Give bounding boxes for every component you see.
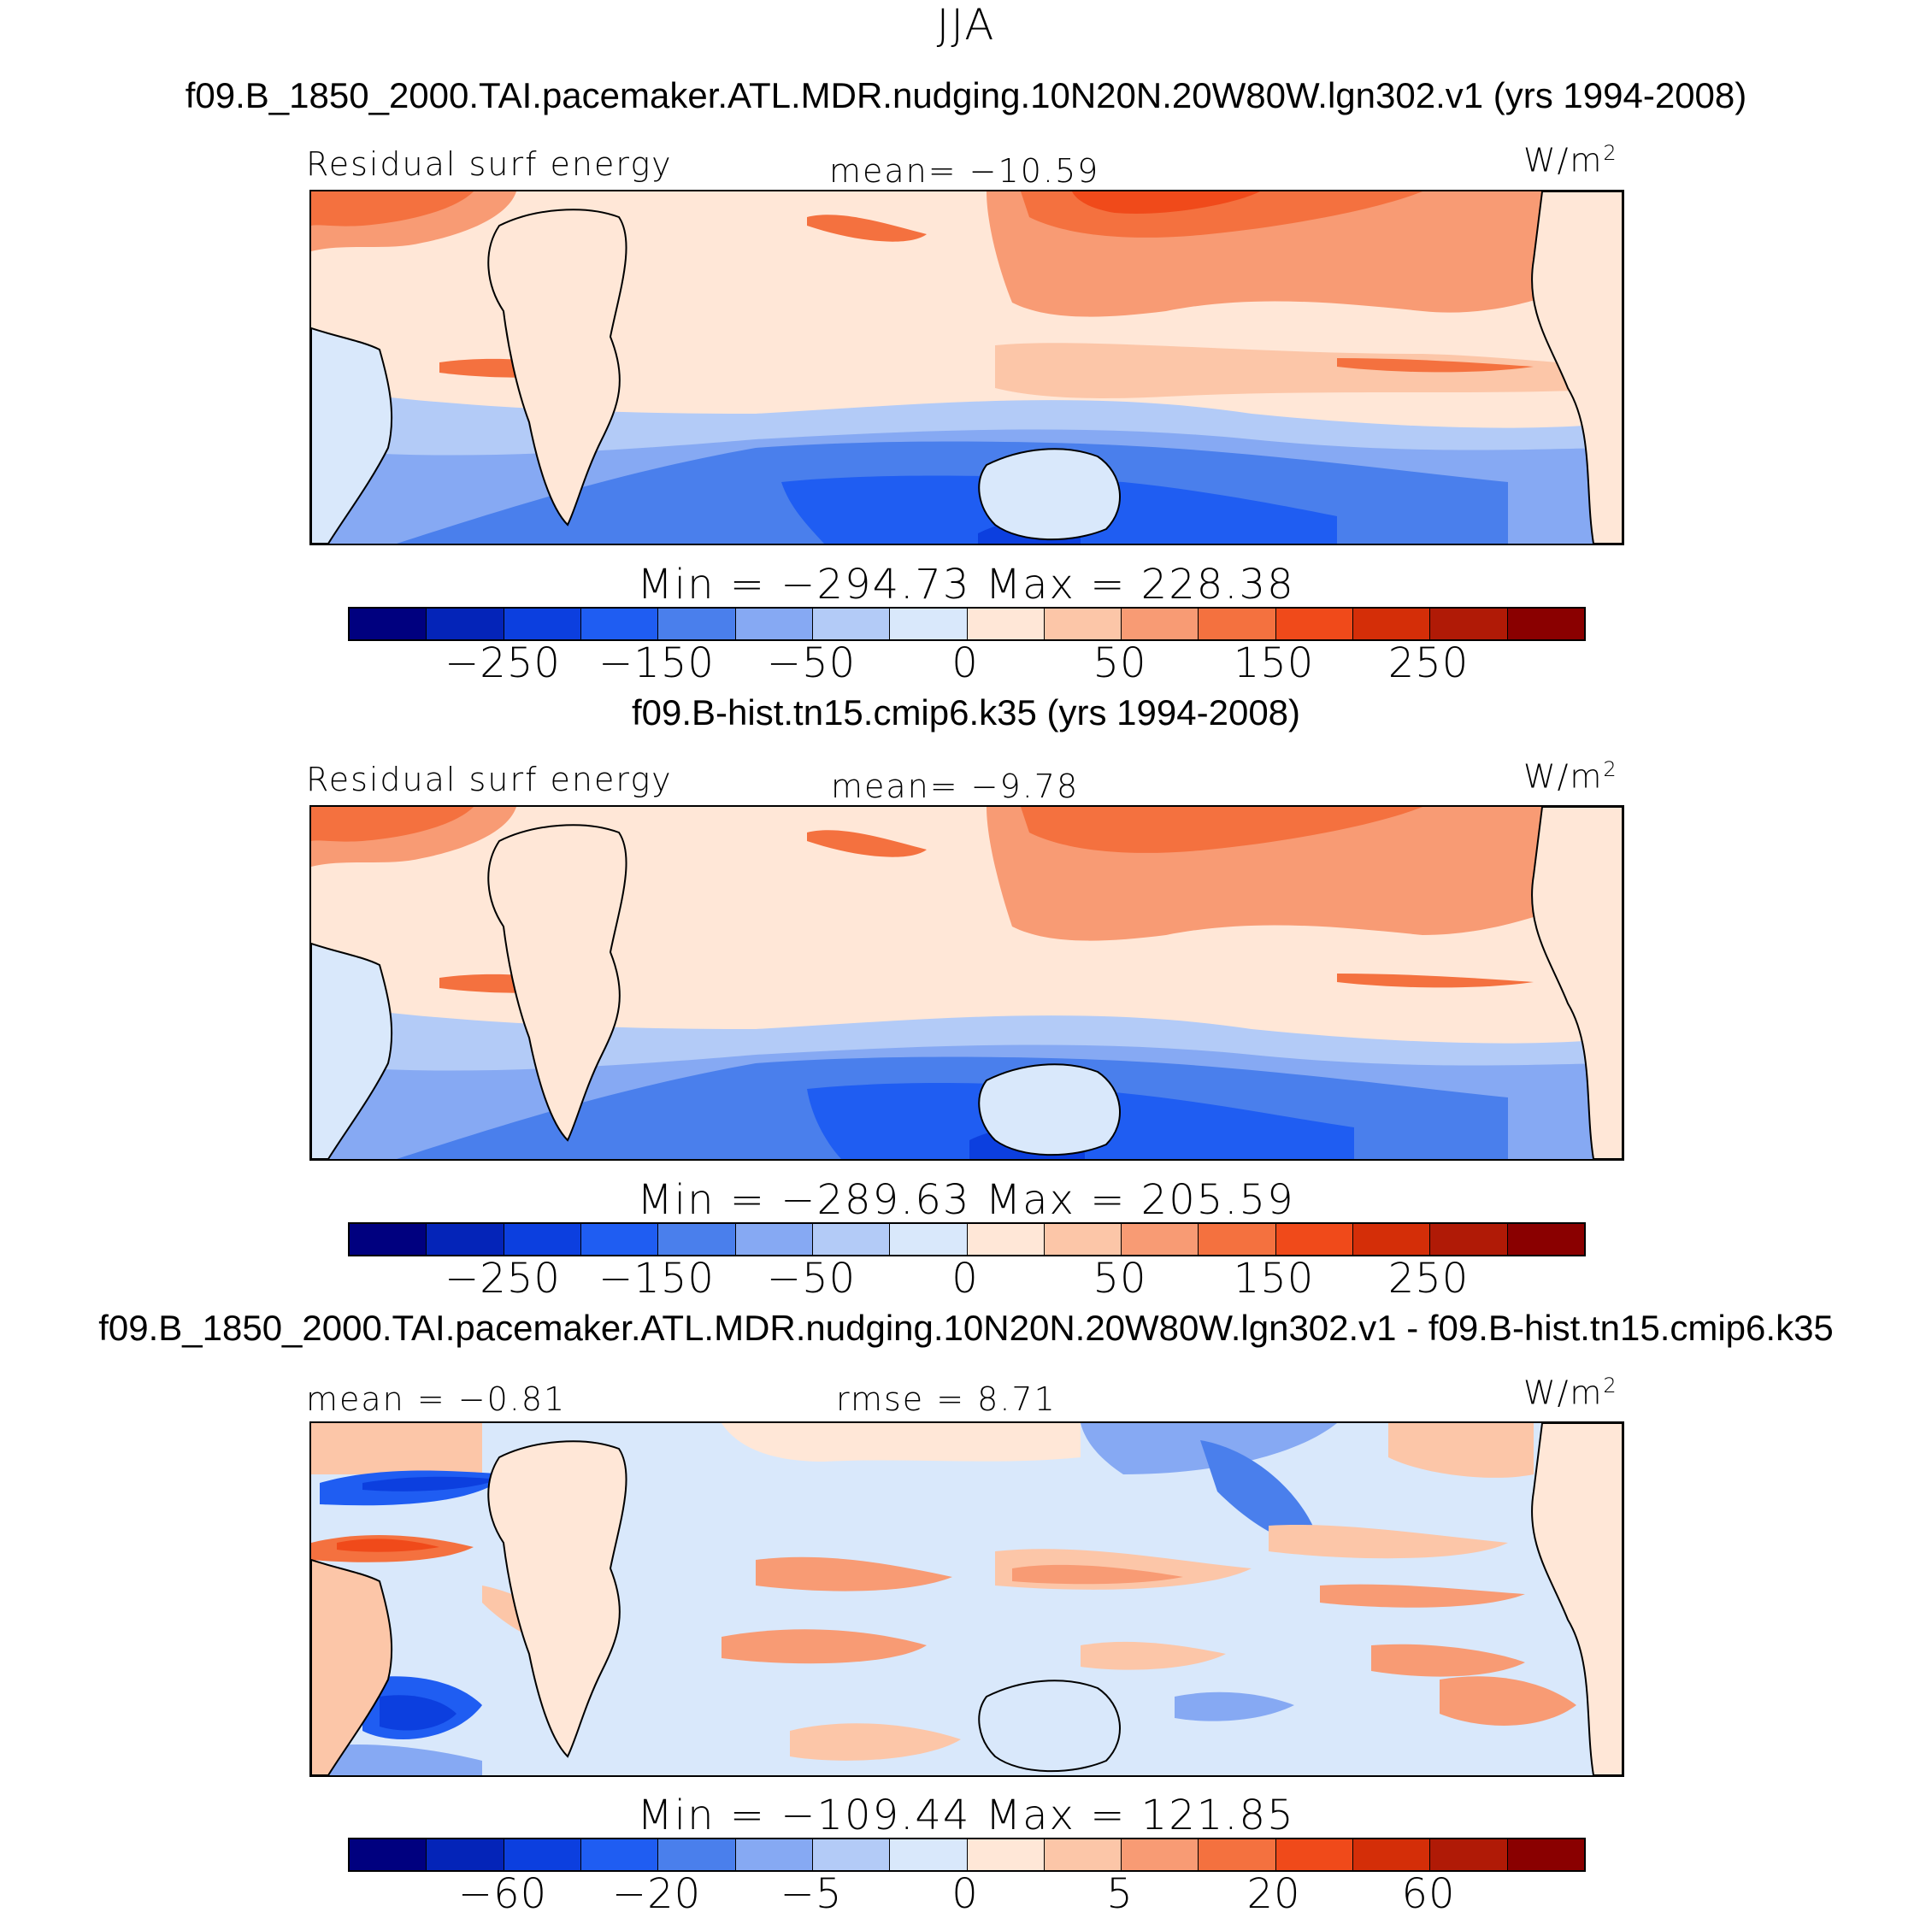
panel-2-case-title: f09.B-hist.tn15.cmip6.k35 (yrs 1994-2008… [631, 692, 1301, 732]
panel-3-map [309, 1421, 1624, 1777]
main-title: JJA [936, 0, 996, 50]
panel-1-tick: −50 [766, 639, 857, 687]
panel-3-tick: 5 [1106, 1870, 1134, 1918]
panel-2-units: W/m2 [1523, 757, 1618, 796]
panel-1-tick: −250 [445, 639, 561, 687]
panel-1-map [309, 190, 1624, 545]
panel-2-variable-label: Residual surf energy [306, 761, 673, 798]
panel-2-tick: 150 [1233, 1255, 1315, 1303]
panel-3-minmax: Min = −109.44 Max = 121.85 [637, 1792, 1295, 1839]
panel-3-colorbar [348, 1838, 1586, 1872]
panel-2-tick: −50 [766, 1255, 857, 1303]
panel-1-tick: 50 [1093, 639, 1147, 687]
panel-2-tick: −150 [598, 1255, 715, 1303]
panel-2-tick: 0 [951, 1255, 979, 1303]
panel-1-tick: 0 [951, 639, 979, 687]
panel-3-units: W/m2 [1523, 1374, 1618, 1412]
panel-2-tick: −250 [445, 1255, 561, 1303]
panel-3-tick: 60 [1401, 1870, 1456, 1918]
panel-2-tick: 250 [1387, 1255, 1470, 1303]
panel-1-colorbar [348, 607, 1586, 641]
panel-3-tick: −60 [457, 1870, 548, 1918]
panel-2-mean-label: mean= −9.78 [831, 768, 1080, 805]
panel-3-mean-label: mean = −0.81 [306, 1380, 567, 1418]
panel-3-tick: −5 [780, 1870, 843, 1918]
panel-1-case-title: f09.B_1850_2000.TAI.pacemaker.ATL.MDR.nu… [185, 75, 1747, 115]
panel-2-colorbar [348, 1222, 1586, 1256]
panel-1-minmax: Min = −294.73 Max = 228.38 [637, 561, 1295, 609]
panel-2-tick: 50 [1093, 1255, 1147, 1303]
panel-3-tick: 0 [951, 1870, 979, 1918]
panel-3-tick: 20 [1246, 1870, 1301, 1918]
panel-1-mean-label: mean= −10.59 [829, 152, 1100, 190]
panel-3-tick: −20 [611, 1870, 702, 1918]
panel-1-tick: 250 [1387, 639, 1470, 687]
panel-1-variable-label: Residual surf energy [306, 145, 673, 183]
panel-3-rmse-label: rmse = 8.71 [836, 1380, 1057, 1418]
panel-3-case-title: f09.B_1850_2000.TAI.pacemaker.ATL.MDR.nu… [98, 1308, 1834, 1348]
panel-1-units: W/m2 [1523, 141, 1618, 179]
panel-1-tick: 150 [1233, 639, 1315, 687]
panel-2-map [309, 805, 1624, 1161]
panel-2-minmax: Min = −289.63 Max = 205.59 [637, 1176, 1295, 1224]
panel-1-tick: −150 [598, 639, 715, 687]
